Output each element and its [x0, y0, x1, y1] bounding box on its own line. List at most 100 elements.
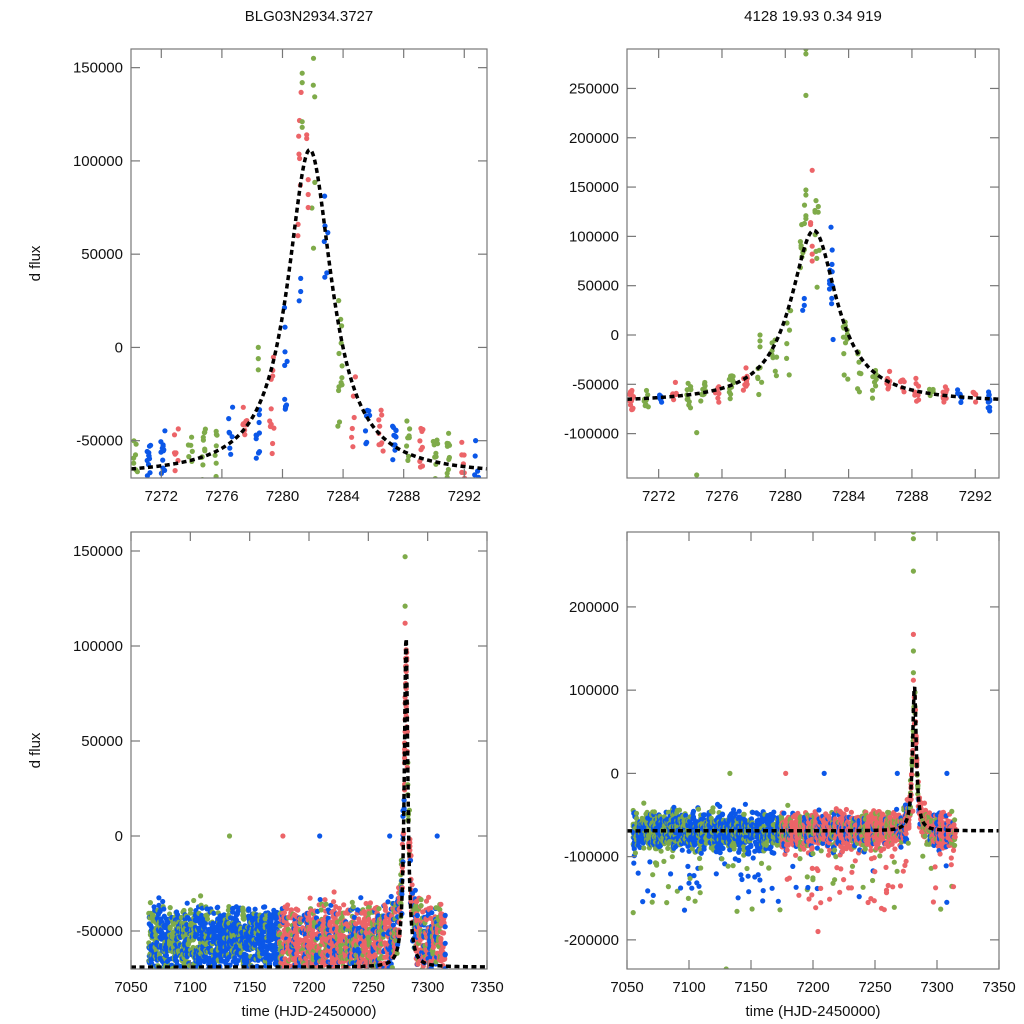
data-point-red: [316, 970, 321, 975]
data-points: [630, 532, 958, 969]
data-point-green: [402, 554, 408, 560]
data-point-red: [379, 440, 385, 446]
x-tick-label: 7300: [411, 979, 444, 996]
data-point-blue: [793, 884, 799, 890]
data-point-blue: [219, 980, 224, 985]
data-point-red: [294, 933, 300, 939]
data-point-green: [774, 354, 780, 360]
data-point-red: [744, 381, 750, 387]
data-point-blue: [296, 298, 302, 304]
data-point-red: [377, 423, 383, 429]
y-tick-label: 100000: [73, 638, 123, 655]
data-point-blue: [161, 906, 167, 912]
data-point-red: [330, 973, 335, 978]
data-point-green: [630, 910, 636, 916]
data-point-blue: [395, 942, 401, 948]
data-point-red: [324, 971, 329, 976]
data-point-green: [665, 884, 672, 890]
data-point-blue: [829, 301, 835, 307]
data-point-green: [230, 970, 235, 975]
data-point-red: [378, 407, 384, 413]
data-point-blue: [681, 907, 688, 913]
data-point-blue: [144, 473, 150, 478]
data-point-green: [697, 855, 703, 862]
data-point-blue: [637, 844, 643, 851]
data-point-red: [887, 368, 893, 374]
data-point-green: [167, 925, 173, 931]
y-axis-label: d flux: [27, 245, 44, 281]
data-point-green: [801, 220, 808, 227]
data-point-green: [444, 474, 450, 478]
data-point-green: [366, 938, 372, 944]
data-point-green: [226, 975, 231, 980]
data-point-blue: [144, 448, 150, 455]
data-point-red: [673, 390, 679, 396]
data-point-red: [423, 917, 430, 923]
data-point-green: [814, 284, 820, 290]
data-point-green: [214, 432, 220, 438]
data-point-red: [971, 390, 977, 396]
data-point-green: [755, 374, 761, 380]
data-point-blue: [717, 803, 723, 810]
data-point-blue: [388, 893, 394, 900]
x-tick-label: 7050: [114, 979, 147, 996]
data-point-green: [694, 430, 700, 436]
data-point-blue: [955, 387, 961, 393]
data-point-green: [418, 897, 424, 903]
data-point-red: [785, 841, 791, 848]
data-point-red: [307, 895, 313, 901]
data-point-blue: [801, 295, 807, 302]
data-point-blue: [650, 892, 656, 899]
data-point-green: [278, 974, 283, 979]
data-point-green: [633, 815, 640, 822]
data-point-blue: [238, 969, 243, 974]
data-point-blue: [801, 302, 807, 308]
y-tick-label: 200000: [569, 130, 619, 147]
panel-top-left: 7272 7276 7280 7284 7288 7292-500000500001000…: [27, 48, 488, 505]
data-point-green: [338, 340, 344, 346]
data-point-green: [757, 332, 763, 338]
data-point-green: [240, 972, 245, 977]
data-point-red: [743, 365, 749, 371]
data-point-blue: [273, 946, 279, 952]
data-point-red: [304, 132, 310, 138]
data-point-green: [685, 380, 691, 386]
data-point-blue: [755, 872, 761, 878]
data-point-green: [133, 441, 139, 447]
data-point-blue: [351, 914, 357, 920]
data-point-green: [404, 443, 410, 449]
data-point-green: [299, 124, 305, 130]
data-point-red: [285, 922, 291, 928]
data-point-blue: [736, 808, 742, 814]
data-point-red: [740, 387, 747, 393]
y-tick-label: 100000: [569, 228, 619, 245]
data-point-green: [323, 901, 329, 907]
x-tick-label: 7284: [326, 488, 359, 505]
y-tick-label: 50000: [81, 246, 123, 263]
data-point-red: [363, 922, 369, 928]
y-tick-label: -50000: [76, 433, 123, 450]
data-point-blue: [679, 847, 685, 853]
data-point-green: [785, 802, 791, 808]
data-point-red: [913, 381, 919, 387]
data-point-blue: [328, 902, 334, 908]
data-point-red: [423, 898, 430, 904]
data-point-blue: [659, 399, 665, 405]
data-point-green: [162, 973, 167, 978]
data-point-green: [299, 80, 305, 86]
data-point-green: [336, 387, 342, 394]
data-point-green: [842, 340, 849, 346]
y-tick-label: 0: [611, 327, 619, 344]
data-point-red: [369, 969, 374, 974]
data-point-blue: [717, 850, 723, 856]
y-tick-label: 150000: [569, 179, 619, 196]
data-point-green: [312, 94, 318, 100]
model-curve: [131, 147, 487, 471]
data-point-green: [643, 387, 650, 394]
data-point-blue: [472, 481, 477, 486]
data-point-red: [268, 406, 274, 412]
data-point-blue: [256, 412, 262, 418]
data-point-blue: [475, 474, 482, 478]
y-tick-label: 0: [115, 828, 123, 845]
data-point-blue: [775, 898, 781, 904]
